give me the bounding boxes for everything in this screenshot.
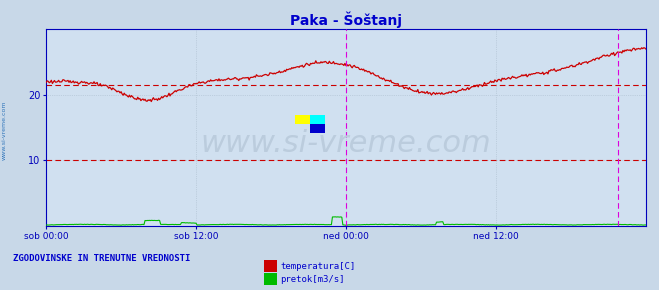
Text: www.si-vreme.com: www.si-vreme.com (200, 129, 492, 158)
Bar (310, 124, 325, 133)
Bar (295, 115, 310, 124)
Text: www.si-vreme.com: www.si-vreme.com (2, 101, 7, 160)
Title: Paka - Šoštanj: Paka - Šoštanj (290, 11, 402, 28)
Text: ZGODOVINSKE IN TRENUTNE VREDNOSTI: ZGODOVINSKE IN TRENUTNE VREDNOSTI (13, 254, 190, 263)
Text: temperatura[C]: temperatura[C] (280, 262, 355, 271)
Text: pretok[m3/s]: pretok[m3/s] (280, 275, 345, 284)
Bar (310, 115, 325, 124)
